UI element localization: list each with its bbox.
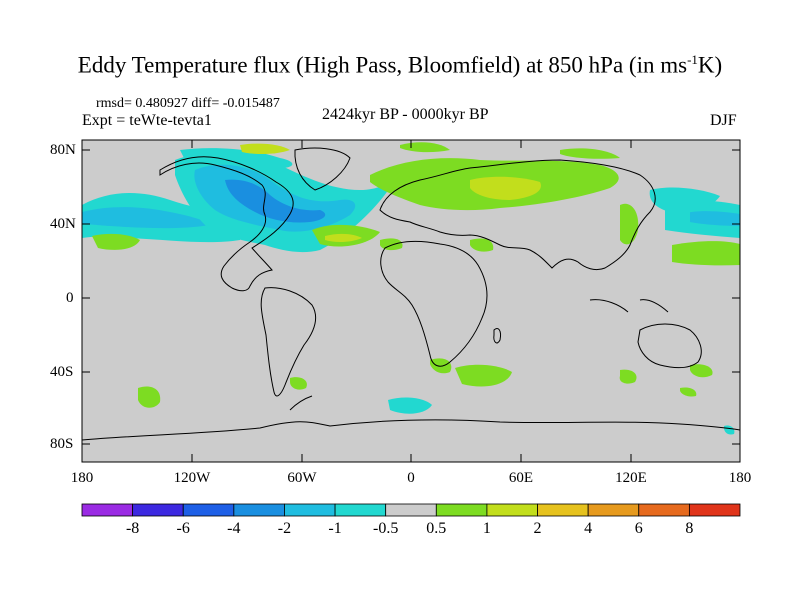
lon-label-0: 0	[407, 470, 415, 486]
colorbar-label: -8	[125, 520, 140, 537]
title-main: Eddy Temperature flux (High Pass, Bloomf…	[77, 52, 688, 78]
colorbar-label: 4	[584, 520, 593, 537]
map-title: Eddy Temperature flux (High Pass, Bloomf…	[0, 52, 800, 79]
colorbar-label: -0.5	[373, 520, 399, 537]
colorbar-box	[334, 503, 387, 517]
colorbar-box	[81, 503, 134, 517]
rmsd-diff-stats: rmsd= 0.480927 diff= -0.015487	[96, 96, 280, 111]
colorbar-box	[233, 503, 285, 517]
title-unit-end: K)	[697, 52, 723, 78]
lon-label-60w: 60W	[287, 470, 317, 486]
colorbar-box	[132, 503, 184, 517]
colorbar-label: -1	[328, 520, 342, 537]
colorbar-box	[587, 503, 640, 517]
colorbar-box	[486, 503, 538, 517]
lat-label-0: 0	[66, 290, 74, 306]
period-label: 2424kyr BP - 0000kyr BP	[322, 106, 489, 123]
coastlines	[81, 147, 741, 441]
colorbar-label: 2	[533, 520, 542, 537]
colorbar-box	[182, 503, 235, 517]
lat-label-40n: 40N	[50, 216, 76, 232]
lat-label-80s: 80S	[50, 436, 74, 452]
colorbar	[81, 503, 741, 517]
lon-label-180w: 180	[70, 470, 94, 486]
lon-label-180e: 180	[728, 470, 752, 486]
title-superscript: -1	[687, 52, 698, 67]
colorbar-label: 1	[482, 520, 491, 537]
lat-ticks	[82, 149, 740, 445]
lon-label-120e: 120E	[615, 470, 647, 486]
colorbar-box	[537, 503, 589, 517]
colorbar-label: -6	[176, 520, 190, 537]
colorbar-label: -2	[277, 520, 292, 537]
colorbar-label: -4	[227, 520, 241, 537]
season-label: DJF	[710, 112, 737, 129]
colorbar-box	[385, 503, 437, 517]
colorbar-label: 6	[634, 520, 643, 537]
colorbar-label: 0.5	[426, 520, 447, 537]
colorbar-box	[435, 503, 488, 517]
lat-label-40s: 40S	[50, 364, 74, 380]
flux-contours	[82, 142, 740, 435]
lat-label-80n: 80N	[50, 142, 76, 158]
experiment-label: Expt = teWte-tevta1	[82, 112, 212, 129]
lon-label-120w: 120W	[173, 470, 211, 486]
lon-ticks	[81, 140, 741, 462]
lon-label-60e: 60E	[508, 470, 534, 486]
colorbar-box	[284, 503, 336, 517]
colorbar-label: 8	[685, 520, 694, 537]
colorbar-box	[638, 503, 690, 517]
colorbar-box	[688, 503, 741, 517]
